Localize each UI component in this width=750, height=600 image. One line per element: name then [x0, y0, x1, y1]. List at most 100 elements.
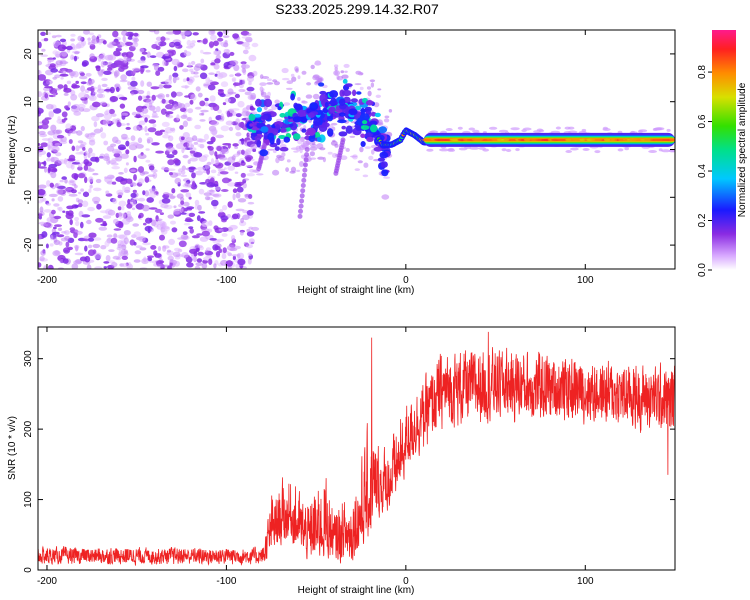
spectrogram-noise-cell — [208, 30, 216, 36]
spectrogram-noise-cell — [146, 99, 154, 104]
spectrogram-band-variation — [421, 138, 434, 142]
spectrogram-band-halo — [439, 148, 449, 152]
spectrogram-noise-cell — [176, 114, 180, 121]
spectrogram-noise-cell — [137, 166, 145, 173]
spectrogram-noise-cell — [117, 43, 122, 50]
spectrogram-noise-cell — [199, 138, 203, 143]
spectrogram-onset-cell — [260, 126, 269, 133]
spectrogram-noise-cell — [151, 142, 160, 146]
spectrogram-halo-cell — [388, 109, 393, 113]
spectrogram-onset-cell — [370, 124, 378, 133]
spectrogram-noise-cell — [191, 172, 196, 179]
spectrogram-noise-cell — [125, 51, 134, 58]
spectrogram-noise-cell — [162, 59, 167, 67]
spectrogram-band-variation — [589, 138, 604, 142]
spectrogram-noise-cell — [204, 249, 209, 254]
spectrogram-onset-cell — [316, 136, 322, 142]
spectrogram-noise-cell — [146, 137, 154, 144]
spectrogram-noise-cell — [82, 238, 89, 242]
y-tick-label: 300 — [23, 350, 34, 367]
spectrogram-noise-cell — [132, 69, 137, 74]
spectrogram-onset-cell — [279, 113, 286, 118]
spectrogram-halo-cell — [340, 70, 345, 74]
spectrogram-noise-cell — [112, 198, 118, 204]
spectrogram-noise-cell — [103, 261, 110, 264]
spectrogram-noise-cell — [74, 51, 80, 55]
spectrogram-noise-cell — [220, 81, 229, 88]
spectrogram-noise-cell — [196, 258, 203, 263]
spectrogram-onset-cell — [309, 102, 319, 111]
spectrogram-noise-cell — [201, 220, 210, 228]
spectrogram-noise-cell — [233, 63, 239, 71]
spectrogram-noise-cell — [169, 262, 173, 267]
spectrogram-noise-cell — [57, 44, 67, 52]
spectrogram-noise-cell — [235, 72, 241, 77]
spectrogram-band-halo — [426, 148, 434, 152]
spectrogram-noise-cell — [188, 196, 192, 200]
spectrogram-noise-cell — [77, 199, 84, 204]
spectrogram-noise-cell — [102, 215, 112, 219]
spectrogram-noise-cell — [129, 182, 137, 187]
spectrogram-noise-cell — [247, 252, 252, 256]
spectrogram-noise-cell — [45, 222, 53, 229]
spectrogram-halo-cell — [319, 147, 326, 151]
spectrogram-noise-cell — [197, 245, 203, 248]
spectrogram-noise-cell — [82, 191, 90, 198]
spectrogram-noise-cell — [235, 113, 242, 118]
spectrogram-noise-cell — [184, 181, 189, 187]
spectrogram-noise-cell — [181, 252, 189, 258]
spectrogram-noise-cell — [103, 70, 112, 76]
spectrogram-onset-cell — [344, 83, 353, 87]
spectrogram-noise-cell — [179, 125, 184, 130]
spectrogram-noise-cell — [47, 264, 54, 269]
spectrogram-noise-cell — [111, 113, 117, 117]
spectrogram-noise-cell — [126, 122, 130, 126]
spectrogram-onset-cell — [355, 125, 362, 131]
spectrogram-noise-cell — [38, 213, 43, 217]
spectrogram-band-halo — [445, 128, 453, 131]
spectrogram-noise-cell — [182, 68, 189, 73]
spectrogram-noise-cell — [163, 84, 172, 89]
spectrogram-noise-cell — [80, 81, 87, 85]
spectrogram-noise-cell — [104, 176, 113, 183]
spectrogram-noise-cell — [170, 91, 177, 98]
spectrogram-noise-cell — [111, 162, 119, 166]
spectrogram-noise-cell — [38, 161, 42, 168]
spectrogram-noise-cell — [164, 127, 174, 134]
spectrogram-noise-cell — [219, 209, 224, 213]
spectrogram-noise-cell — [237, 100, 245, 108]
spectrogram-noise-cell — [44, 166, 48, 173]
spectrogram-noise-cell — [125, 178, 133, 184]
spectrogram-noise-cell — [39, 206, 44, 213]
spectrogram-noise-cell — [83, 164, 89, 171]
spectrogram-noise-cell — [165, 31, 175, 35]
spectrogram-noise-cell — [232, 82, 241, 86]
spectrogram-noise-cell — [88, 166, 92, 170]
spectrogram-noise-cell — [133, 155, 137, 163]
spectrogram-band-variation — [509, 138, 517, 142]
spectrogram-noise-cell — [155, 70, 161, 76]
spectrogram-noise-cell — [191, 235, 200, 239]
spectrogram-noise-cell — [188, 212, 196, 217]
spectrogram-noise-cell — [216, 145, 222, 152]
spectrogram-streak-cell — [256, 166, 262, 172]
spectrogram-noise-cell — [129, 33, 133, 38]
spectrogram-noise-cell — [123, 167, 128, 173]
spectrogram-onset-cell — [374, 112, 381, 118]
spectrogram-noise-cell — [202, 51, 212, 55]
spectrogram-noise-cell — [56, 185, 66, 190]
spectrogram-noise-cell — [236, 186, 244, 193]
spectrogram-halo-cell — [359, 86, 364, 91]
spectrogram-noise-cell — [245, 244, 253, 249]
spectrogram-noise-cell — [127, 81, 131, 86]
spectrogram-noise-cell — [115, 86, 120, 93]
spectrogram-noise-cell — [140, 80, 145, 87]
spectrogram-onset-cell — [263, 98, 273, 108]
spectrogram-onset-cell — [364, 106, 372, 112]
spectrogram-onset-cell — [377, 157, 385, 162]
spectrogram-noise-cell — [49, 243, 54, 247]
spectrogram-noise-cell — [130, 92, 135, 96]
spectrogram-noise-cell — [215, 186, 220, 191]
spectrogram-noise-cell — [182, 154, 189, 159]
spectrogram-noise-cell — [162, 245, 167, 252]
